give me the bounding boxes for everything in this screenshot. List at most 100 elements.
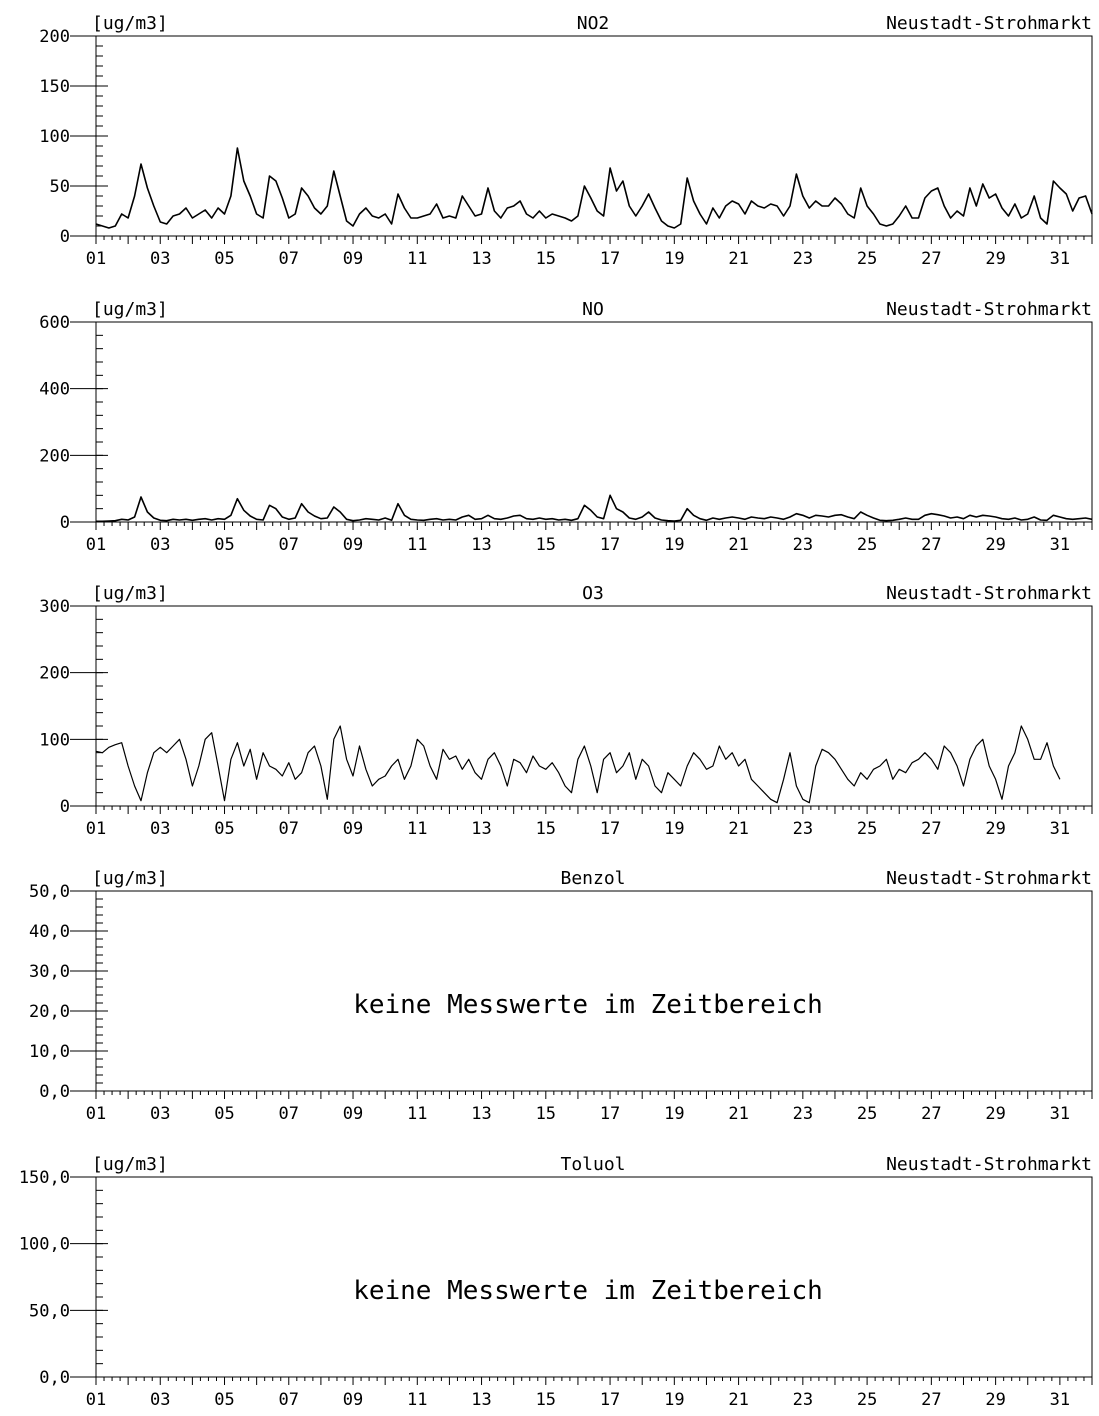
chart-no2-y-tick-label: 150 bbox=[39, 77, 70, 97]
chart-no-x-tick-label: 09 bbox=[343, 535, 363, 555]
chart-benzol-x-tick-label: 09 bbox=[343, 1104, 363, 1124]
chart-benzol-x-tick-label: 31 bbox=[1050, 1104, 1070, 1124]
chart-o3-station-label: Neustadt-Strohmarkt bbox=[886, 583, 1092, 604]
chart-no2-x-tick-label: 07 bbox=[279, 249, 299, 269]
chart-toluol-x-tick-label: 13 bbox=[471, 1390, 491, 1410]
chart-no2-x-tick-label: 17 bbox=[600, 249, 620, 269]
chart-benzol-x-tick-label: 07 bbox=[279, 1104, 299, 1124]
chart-benzol-x-tick-label: 15 bbox=[536, 1104, 556, 1124]
chart-no2-x-tick-label: 29 bbox=[985, 249, 1005, 269]
chart-no2-x-tick-label: 27 bbox=[921, 249, 941, 269]
chart-no-x-tick-label: 27 bbox=[921, 535, 941, 555]
chart-o3-x-tick-label: 23 bbox=[793, 819, 813, 839]
chart-toluol-x-tick-label: 23 bbox=[793, 1390, 813, 1410]
chart-o3-x-tick-label: 31 bbox=[1050, 819, 1070, 839]
chart-no-x-tick-label: 15 bbox=[536, 535, 556, 555]
chart-no2-y-tick-label: 50 bbox=[50, 177, 70, 197]
chart-no2-unit-label: [ug/m3] bbox=[92, 13, 168, 34]
chart-toluol-y-tick-label: 0,0 bbox=[39, 1368, 70, 1388]
chart-no2-title: NO2 bbox=[577, 13, 610, 34]
chart-no-station-label: Neustadt-Strohmarkt bbox=[886, 299, 1092, 320]
chart-o3-title: O3 bbox=[582, 583, 604, 604]
chart-no2-y-tick-label: 0 bbox=[60, 227, 70, 247]
chart-toluol-x-tick-label: 05 bbox=[214, 1390, 234, 1410]
chart-toluol-y-tick-label: 100,0 bbox=[19, 1235, 70, 1255]
chart-benzol-y-tick-label: 20,0 bbox=[29, 1002, 70, 1022]
chart-benzol-station-label: Neustadt-Strohmarkt bbox=[886, 868, 1092, 889]
chart-toluol-x-tick-label: 31 bbox=[1050, 1390, 1070, 1410]
chart-benzol-y-tick-label: 50,0 bbox=[29, 882, 70, 902]
chart-no-x-tick-label: 01 bbox=[86, 535, 106, 555]
chart-no2-y-tick-label: 100 bbox=[39, 127, 70, 147]
chart-toluol-y-tick-label: 50,0 bbox=[29, 1301, 70, 1321]
chart-o3-x-tick-label: 13 bbox=[471, 819, 491, 839]
chart-o3-x-tick-label: 07 bbox=[279, 819, 299, 839]
chart-no-x-tick-label: 13 bbox=[471, 535, 491, 555]
chart-no-x-tick-label: 07 bbox=[279, 535, 299, 555]
chart-no-title: NO bbox=[582, 299, 604, 320]
chart-o3-x-tick-label: 29 bbox=[985, 819, 1005, 839]
chart-o3-x-tick-label: 05 bbox=[214, 819, 234, 839]
chart-benzol-x-tick-label: 19 bbox=[664, 1104, 684, 1124]
chart-no-x-tick-label: 29 bbox=[985, 535, 1005, 555]
chart-benzol-x-tick-label: 13 bbox=[471, 1104, 491, 1124]
chart-toluol-x-tick-label: 29 bbox=[985, 1390, 1005, 1410]
chart-o3-plot-frame bbox=[95, 605, 1093, 807]
chart-no2-x-tick-label: 23 bbox=[793, 249, 813, 269]
chart-no-plot-frame bbox=[95, 321, 1093, 523]
chart-no-x-tick-label: 19 bbox=[664, 535, 684, 555]
chart-benzol-x-tick-label: 03 bbox=[150, 1104, 170, 1124]
chart-toluol-x-tick-label: 21 bbox=[728, 1390, 748, 1410]
chart-o3-x-tick-label: 25 bbox=[857, 819, 877, 839]
chart-toluol-x-tick-label: 09 bbox=[343, 1390, 363, 1410]
chart-no2-x-tick-label: 15 bbox=[536, 249, 556, 269]
chart-no2-x-tick-label: 01 bbox=[86, 249, 106, 269]
chart-benzol-unit-label: [ug/m3] bbox=[92, 868, 168, 889]
chart-benzol-x-tick-label: 23 bbox=[793, 1104, 813, 1124]
chart-toluol-x-tick-label: 01 bbox=[86, 1390, 106, 1410]
chart-no-x-tick-label: 21 bbox=[728, 535, 748, 555]
chart-toluol-title: Toluol bbox=[560, 1154, 625, 1175]
chart-o3-y-tick-label: 0 bbox=[60, 797, 70, 817]
chart-no-x-tick-label: 23 bbox=[793, 535, 813, 555]
chart-o3-unit-label: [ug/m3] bbox=[92, 583, 168, 604]
chart-benzol-x-tick-label: 05 bbox=[214, 1104, 234, 1124]
chart-no-x-tick-label: 11 bbox=[407, 535, 427, 555]
chart-no2-x-tick-label: 31 bbox=[1050, 249, 1070, 269]
chart-o3-y-tick-label: 200 bbox=[39, 664, 70, 684]
chart-toluol-x-tick-label: 15 bbox=[536, 1390, 556, 1410]
chart-no-x-tick-label: 25 bbox=[857, 535, 877, 555]
chart-no-y-tick-label: 0 bbox=[60, 513, 70, 533]
chart-no2-x-tick-label: 13 bbox=[471, 249, 491, 269]
chart-toluol-x-tick-label: 07 bbox=[279, 1390, 299, 1410]
chart-no-unit-label: [ug/m3] bbox=[92, 299, 168, 320]
chart-no2-series-line bbox=[95, 147, 1093, 229]
chart-no2-x-tick-label: 19 bbox=[664, 249, 684, 269]
chart-no-x-tick-label: 03 bbox=[150, 535, 170, 555]
chart-o3-x-tick-label: 15 bbox=[536, 819, 556, 839]
chart-o3-x-tick-label: 01 bbox=[86, 819, 106, 839]
chart-toluol-x-tick-label: 27 bbox=[921, 1390, 941, 1410]
chart-benzol-y-tick-label: 30,0 bbox=[29, 962, 70, 982]
chart-toluol-x-tick-label: 11 bbox=[407, 1390, 427, 1410]
chart-no-series-line bbox=[96, 494, 1093, 523]
chart-no2-x-tick-label: 21 bbox=[728, 249, 748, 269]
chart-benzol-x-tick-label: 25 bbox=[857, 1104, 877, 1124]
chart-o3-y-tick-label: 300 bbox=[39, 597, 70, 617]
chart-no-y-tick-label: 200 bbox=[39, 446, 70, 466]
chart-toluol-y-tick-label: 150,0 bbox=[19, 1168, 70, 1188]
chart-benzol-y-tick-label: 40,0 bbox=[29, 922, 70, 942]
chart-no2-x-tick-label: 09 bbox=[343, 249, 363, 269]
chart-no-y-tick-label: 600 bbox=[39, 313, 70, 333]
chart-no-x-tick-label: 17 bbox=[600, 535, 620, 555]
chart-toluol-x-tick-label: 19 bbox=[664, 1390, 684, 1410]
chart-o3-x-tick-label: 03 bbox=[150, 819, 170, 839]
chart-toluol-unit-label: [ug/m3] bbox=[92, 1154, 168, 1175]
chart-o3-series-line bbox=[95, 725, 1061, 804]
chart-toluol-x-tick-label: 25 bbox=[857, 1390, 877, 1410]
chart-benzol-x-tick-label: 11 bbox=[407, 1104, 427, 1124]
chart-o3-x-tick-label: 21 bbox=[728, 819, 748, 839]
chart-o3-x-tick-label: 11 bbox=[407, 819, 427, 839]
chart-no-x-tick-label: 31 bbox=[1050, 535, 1070, 555]
